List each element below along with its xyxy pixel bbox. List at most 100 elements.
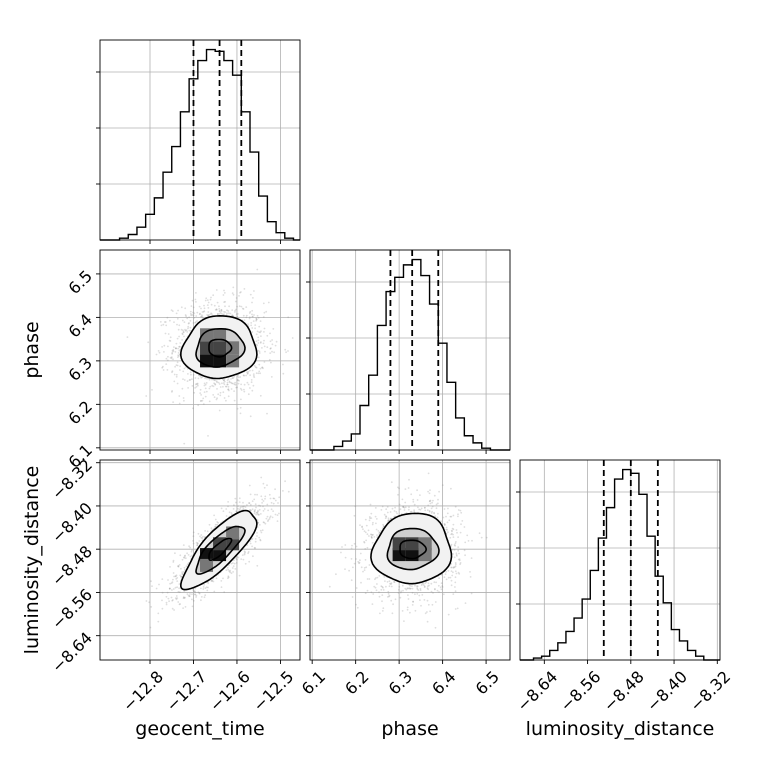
panel-frame	[519, 459, 721, 661]
sample-point	[437, 512, 439, 515]
sample-point	[264, 497, 266, 500]
sample-point	[262, 521, 265, 523]
sample-point	[378, 531, 381, 534]
sample-point	[214, 525, 216, 528]
sample-point	[238, 295, 240, 297]
sample-point	[373, 585, 376, 588]
sample-point	[244, 551, 247, 554]
sample-point	[202, 311, 205, 313]
sample-point	[210, 296, 212, 299]
sample-point	[251, 537, 254, 540]
sample-point	[209, 385, 212, 388]
sample-point	[192, 540, 194, 542]
sample-point	[408, 478, 410, 481]
sample-point	[226, 381, 229, 384]
sample-point	[237, 379, 239, 382]
sample-point	[478, 532, 481, 535]
sample-point	[451, 527, 454, 530]
sample-point	[255, 340, 258, 343]
sample-point	[388, 595, 390, 598]
density-peak-cell	[418, 548, 432, 562]
sample-point	[371, 603, 374, 605]
sample-point	[387, 519, 390, 522]
sample-point	[169, 336, 172, 339]
sample-point	[169, 582, 172, 585]
density-peak-cell	[418, 537, 432, 551]
sample-point	[203, 596, 206, 599]
sample-point	[172, 572, 175, 574]
sample-point	[433, 511, 435, 514]
sample-point	[451, 549, 454, 551]
sample-point	[213, 514, 216, 517]
sample-point	[427, 490, 429, 493]
sample-point	[443, 522, 446, 525]
sample-point	[232, 565, 235, 567]
sample-point	[210, 303, 213, 306]
sample-point	[194, 298, 197, 301]
sample-point	[406, 587, 409, 590]
panel-background	[520, 460, 720, 660]
sample-point	[195, 301, 197, 303]
sample-point	[262, 302, 265, 305]
contour-line	[195, 328, 246, 368]
sample-point	[409, 611, 411, 614]
sample-point	[206, 304, 209, 306]
sample-point	[242, 505, 245, 508]
sample-point	[384, 517, 387, 520]
sample-point	[438, 591, 440, 593]
sample-point	[450, 544, 452, 547]
sample-point	[237, 556, 240, 559]
sample-point	[372, 593, 375, 595]
sample-point	[383, 513, 386, 516]
sample-point	[240, 398, 242, 401]
sample-point	[193, 316, 196, 319]
density-peak-cell	[392, 537, 406, 551]
sample-point	[215, 380, 218, 383]
sample-point	[181, 339, 184, 341]
sample-point	[365, 566, 368, 569]
sample-point	[185, 315, 188, 318]
sample-point	[357, 560, 360, 563]
sample-point	[194, 387, 197, 389]
sample-point	[452, 536, 455, 538]
sample-point	[177, 352, 180, 354]
sample-point	[450, 515, 453, 518]
sample-point	[202, 588, 205, 590]
sample-point	[427, 504, 430, 507]
sample-point	[445, 578, 448, 581]
sample-point	[226, 312, 228, 315]
sample-point	[224, 311, 227, 313]
sample-point	[215, 308, 218, 311]
sample-point	[216, 523, 219, 526]
sample-point	[181, 571, 184, 574]
sample-point	[239, 506, 242, 509]
sample-point	[432, 592, 434, 594]
sample-point	[461, 520, 464, 522]
sample-point	[251, 331, 254, 333]
sample-point	[183, 590, 186, 592]
sample-point	[163, 344, 166, 347]
sample-point	[161, 607, 164, 610]
sample-point	[251, 508, 254, 511]
sample-point	[266, 346, 269, 349]
sample-point	[207, 311, 210, 313]
sample-point	[179, 554, 182, 557]
sample-point	[195, 292, 197, 294]
sample-point	[262, 367, 264, 370]
sample-point	[451, 530, 453, 533]
sample-point	[359, 559, 361, 562]
sample-point	[170, 582, 173, 585]
sample-point	[220, 507, 223, 510]
sample-point	[261, 502, 263, 504]
sample-point	[260, 531, 263, 534]
sample-point	[455, 572, 458, 575]
sample-point	[454, 544, 456, 547]
sample-point	[212, 385, 215, 388]
x-tick-label: 6.1	[298, 667, 329, 698]
scatter-panel-geocent_time-phase	[96, 249, 301, 454]
sample-point	[438, 490, 440, 493]
sample-point	[170, 309, 173, 311]
sample-point	[269, 497, 272, 500]
sample-point	[178, 395, 181, 397]
